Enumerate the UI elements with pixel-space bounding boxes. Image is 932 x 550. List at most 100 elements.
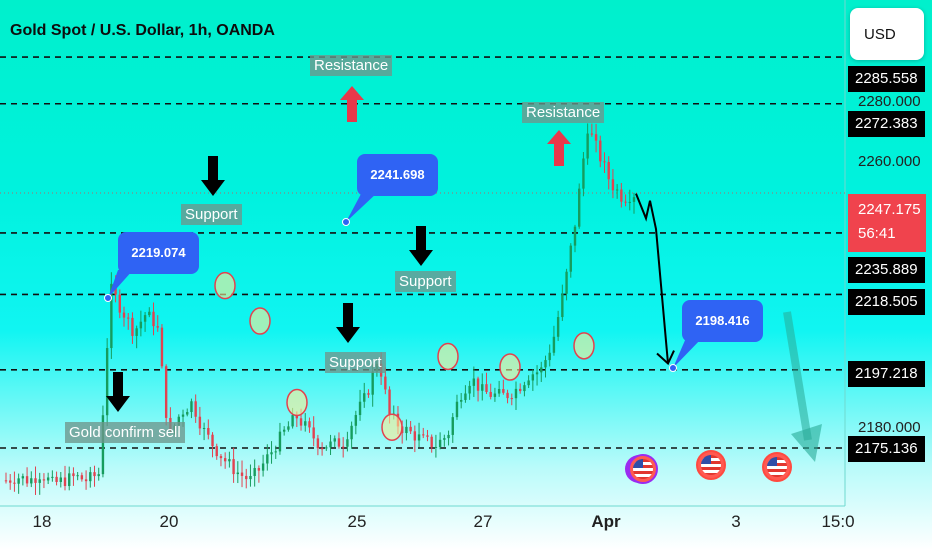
gold-confirm-label[interactable]: Gold confirm sell: [65, 422, 185, 443]
candle-body: [34, 478, 37, 483]
candle-body: [270, 452, 273, 455]
candle-body: [565, 271, 568, 294]
candle-body: [282, 429, 286, 432]
candle-body: [38, 479, 41, 483]
candle-body: [207, 427, 210, 435]
candle-body: [105, 348, 109, 416]
swing-circle-marker: [249, 307, 271, 335]
candle-body: [464, 393, 467, 400]
symbol-title: Gold Spot / U.S. Dollar, 1h, OANDA: [10, 22, 275, 39]
candle-body: [481, 384, 484, 391]
candle-body: [274, 451, 277, 453]
candle-body: [80, 475, 84, 480]
projection-path: [635, 193, 669, 364]
bearish-target-arrowhead: [791, 424, 822, 462]
candle-body: [312, 427, 315, 439]
support-label[interactable]: Support: [181, 204, 242, 225]
candle-body: [253, 467, 256, 476]
candle-body: [476, 378, 480, 391]
level-price-tag: 2285.558: [848, 66, 925, 92]
candle-body: [63, 477, 67, 487]
candle-body: [384, 376, 387, 390]
candle-body: [232, 459, 235, 475]
candle-body: [422, 434, 425, 436]
candle-body: [55, 476, 58, 482]
candle-body: [611, 179, 615, 191]
time-tick: 15:0: [821, 512, 855, 531]
projection-arrowhead: [656, 350, 675, 366]
candle-body: [556, 317, 560, 337]
candle-body: [607, 162, 610, 180]
price-callout[interactable]: 2241.698: [357, 154, 438, 196]
candle-body: [68, 473, 71, 487]
support-down-arrow-icon: [409, 226, 433, 266]
candle-body: [615, 189, 619, 191]
price-callout[interactable]: 2198.416: [682, 300, 763, 342]
level-price-tag: 2175.136: [848, 436, 925, 462]
swing-circle-marker: [499, 353, 521, 381]
support-label[interactable]: Support: [325, 352, 386, 373]
candle-body: [118, 294, 121, 313]
candle-body: [76, 475, 79, 477]
candle-body: [510, 398, 513, 400]
callout-dot: [669, 364, 677, 372]
time-tick: 18: [32, 512, 52, 531]
candle-body: [413, 431, 417, 441]
candle-body: [409, 426, 412, 432]
candle-body: [354, 415, 358, 426]
candle-body: [304, 421, 307, 426]
candle-body: [164, 366, 168, 418]
candle-body: [249, 475, 252, 480]
candle-body: [228, 459, 231, 462]
level-price-tag: 2218.505: [848, 289, 925, 315]
price-callout[interactable]: 2219.074: [118, 232, 199, 274]
candle-body: [177, 416, 181, 426]
candle-body: [367, 393, 370, 395]
candle-body: [219, 456, 223, 459]
candle-body: [139, 321, 143, 329]
level-price-tag: 2235.889: [848, 257, 925, 283]
swing-circle-marker: [214, 271, 236, 300]
candle-body: [603, 161, 606, 163]
resistance-label[interactable]: Resistance: [522, 102, 605, 123]
current-price-tag: 2247.175 56:41: [848, 194, 926, 252]
candle-body: [548, 352, 551, 361]
swing-circle-marker: [437, 342, 459, 371]
candle-body: [430, 436, 433, 448]
candle-body: [329, 441, 332, 448]
candle-body: [506, 392, 509, 399]
candle-body: [240, 472, 244, 476]
resistance-label[interactable]: Resistance: [310, 55, 393, 76]
candle-body: [337, 438, 341, 447]
us-flag-event-icon[interactable]: [628, 454, 658, 484]
candle-body: [110, 283, 113, 349]
bar-countdown: 56:41: [858, 225, 896, 242]
candle-body: [186, 412, 189, 415]
currency-button[interactable]: USD: [850, 8, 924, 60]
us-flag-event-icon[interactable]: [696, 450, 726, 480]
candle-body: [514, 388, 518, 399]
candle-body: [194, 401, 197, 417]
candle-body: [531, 374, 535, 381]
candle-body: [561, 293, 564, 318]
candle-body: [316, 438, 320, 449]
candle-body: [89, 472, 92, 482]
candle-body: [13, 482, 16, 484]
candle-body: [468, 385, 471, 394]
candle-body: [215, 446, 218, 457]
candle-body: [426, 435, 429, 437]
candle-body: [594, 134, 598, 141]
candle-body: [502, 389, 505, 393]
candle-body: [586, 133, 589, 159]
candle-body: [17, 478, 20, 484]
candle-body: [9, 480, 12, 483]
candle-body: [573, 226, 577, 246]
support-label[interactable]: Support: [395, 271, 456, 292]
candle-body: [624, 201, 627, 203]
candle-body: [582, 158, 585, 189]
current-price-value: 2247.175: [858, 201, 921, 218]
candle-body: [97, 474, 100, 477]
us-flag-event-icon[interactable]: [762, 452, 792, 482]
